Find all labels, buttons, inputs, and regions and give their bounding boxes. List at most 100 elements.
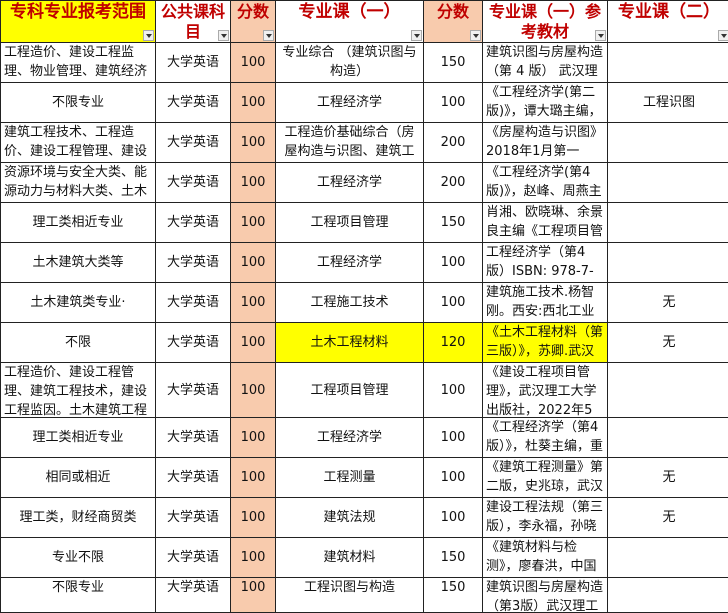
textbook-cell[interactable]: 《工程经济学(第4版)》，赵峰、周燕主编，武汉理工大学: [483, 163, 608, 203]
textbook-cell[interactable]: 《工程经济学（第4版）》，杜葵主编，重庆大学出版社: [483, 418, 608, 458]
course-2-cell[interactable]: 工程识图: [608, 83, 728, 123]
filter-dropdown-icon[interactable]: [263, 30, 274, 41]
scope-cell[interactable]: 工程造价、建设工程管理、建筑工程技术，建设工程监因。土木建筑工程: [1, 363, 156, 418]
scope-cell[interactable]: 资源环境与安全大类、能源动力与材料大类、土木建筑大类、水利大类、轻: [1, 163, 156, 203]
score-1-cell[interactable]: 100: [231, 498, 276, 538]
score-1-cell[interactable]: 100: [231, 203, 276, 243]
scope-cell[interactable]: 建筑工程技术、工程造价、建设工程管理、建设经济信息化管理、建设工程: [1, 123, 156, 163]
score-1-cell[interactable]: 100: [231, 418, 276, 458]
course-2-cell[interactable]: 无: [608, 458, 728, 498]
score-2-cell[interactable]: 200: [424, 123, 483, 163]
filter-dropdown-icon[interactable]: [470, 30, 481, 41]
course-1-cell[interactable]: 土木工程材料: [276, 323, 424, 363]
course-2-cell[interactable]: [608, 578, 728, 613]
course-2-cell[interactable]: [608, 363, 728, 418]
scope-cell[interactable]: 理工类，财经商贸类: [1, 498, 156, 538]
course-2-cell[interactable]: 无: [608, 323, 728, 363]
public-course-cell[interactable]: 大学英语: [156, 163, 231, 203]
course-1-cell[interactable]: 工程施工技术: [276, 283, 424, 323]
score-1-cell[interactable]: 100: [231, 458, 276, 498]
scope-cell[interactable]: 土木建筑大类等: [1, 243, 156, 283]
course-1-cell[interactable]: 工程项目管理: [276, 363, 424, 418]
course-1-cell[interactable]: 工程造价基础综合（房屋构造与识图、建筑工程制图与识图）: [276, 123, 424, 163]
textbook-cell[interactable]: 肖湘、欧晓琳、余景良主编《工程项目管理》，哈尔滨工程: [483, 203, 608, 243]
textbook-cell[interactable]: 《工程经济学(第二版)》，谭大璐主编，武汉理工大学出: [483, 83, 608, 123]
textbook-cell[interactable]: 《建筑材料与检测》，廖春洪，中国建筑工业出版: [483, 538, 608, 578]
course-1-cell[interactable]: 建筑材料: [276, 538, 424, 578]
textbook-cell[interactable]: 《建设工程项目管理》，武汉理工大学出版社，2022年5月主编：赵同，张学琴: [483, 363, 608, 418]
filter-dropdown-icon[interactable]: [411, 30, 422, 41]
course-1-cell[interactable]: 工程经济学: [276, 163, 424, 203]
public-course-cell[interactable]: 大学英语: [156, 498, 231, 538]
score-2-cell[interactable]: 150: [424, 538, 483, 578]
score-1-cell[interactable]: 100: [231, 163, 276, 203]
scope-cell[interactable]: 不限专业: [1, 83, 156, 123]
score-1-cell[interactable]: 100: [231, 323, 276, 363]
course-1-cell[interactable]: 工程项目管理: [276, 203, 424, 243]
course-2-cell[interactable]: [608, 203, 728, 243]
public-course-cell[interactable]: 大学英语: [156, 83, 231, 123]
course-1-cell[interactable]: 工程经济学: [276, 243, 424, 283]
score-1-cell[interactable]: 100: [231, 123, 276, 163]
score-2-cell[interactable]: 100: [424, 243, 483, 283]
textbook-cell[interactable]: 《建筑工程测量》第二版，史兆琼，武汉理工大学出版社: [483, 458, 608, 498]
scope-cell[interactable]: 工程造价、建设工程监理、物业管理、建筑经济管理、建设工程管理、房地: [1, 43, 156, 83]
public-course-cell[interactable]: 大学英语: [156, 578, 231, 613]
textbook-cell[interactable]: 建筑识图与房屋构造（第 4 版） 武汉理工大学出版社 张小: [483, 43, 608, 83]
course-2-cell[interactable]: 无: [608, 498, 728, 538]
course-1-cell[interactable]: 工程测量: [276, 458, 424, 498]
header-score-2[interactable]: 分数: [424, 1, 483, 43]
textbook-cell[interactable]: 建设工程法规（第三版），李永福，孙晓冰，中国建筑工业出: [483, 498, 608, 538]
score-1-cell[interactable]: 100: [231, 43, 276, 83]
course-2-cell[interactable]: [608, 418, 728, 458]
scope-cell[interactable]: 不限: [1, 323, 156, 363]
course-1-cell[interactable]: 工程经济学: [276, 83, 424, 123]
score-1-cell[interactable]: 100: [231, 363, 276, 418]
filter-dropdown-icon[interactable]: [143, 30, 154, 41]
scope-cell[interactable]: 专业不限: [1, 538, 156, 578]
header-course-2[interactable]: 专业课（二）: [608, 1, 728, 43]
score-2-cell[interactable]: 100: [424, 363, 483, 418]
header-scope[interactable]: 专科专业报考范围: [1, 1, 156, 43]
public-course-cell[interactable]: 大学英语: [156, 203, 231, 243]
public-course-cell[interactable]: 大学英语: [156, 418, 231, 458]
public-course-cell[interactable]: 大学英语: [156, 363, 231, 418]
filter-dropdown-icon[interactable]: [218, 30, 229, 41]
score-2-cell[interactable]: 120: [424, 323, 483, 363]
score-2-cell[interactable]: 150: [424, 203, 483, 243]
course-1-cell[interactable]: 工程识图与构造: [276, 578, 424, 613]
textbook-cell[interactable]: 建筑识图与房屋构造（第3版）武汉理工大学出版社: [483, 578, 608, 613]
score-1-cell[interactable]: 100: [231, 283, 276, 323]
score-1-cell[interactable]: 100: [231, 243, 276, 283]
public-course-cell[interactable]: 大学英语: [156, 123, 231, 163]
scope-cell[interactable]: 相同或相近: [1, 458, 156, 498]
textbook-cell[interactable]: 工程经济学（第4版）ISBN: 978-7-5629-6194-1作者:: [483, 243, 608, 283]
public-course-cell[interactable]: 大学英语: [156, 43, 231, 83]
textbook-cell[interactable]: 建筑施工技术.杨智刚。西安:西北工业大学出版社，2020: [483, 283, 608, 323]
course-1-cell[interactable]: 建筑法规: [276, 498, 424, 538]
filter-dropdown-icon[interactable]: [595, 30, 606, 41]
score-2-cell[interactable]: 100: [424, 458, 483, 498]
score-1-cell[interactable]: 100: [231, 83, 276, 123]
score-2-cell[interactable]: 200: [424, 163, 483, 203]
public-course-cell[interactable]: 大学英语: [156, 538, 231, 578]
score-2-cell[interactable]: 100: [424, 418, 483, 458]
score-2-cell[interactable]: 100: [424, 283, 483, 323]
scope-cell[interactable]: 理工类相近专业: [1, 418, 156, 458]
course-2-cell[interactable]: [608, 243, 728, 283]
scope-cell[interactable]: 理工类相近专业: [1, 203, 156, 243]
score-2-cell[interactable]: 150: [424, 578, 483, 613]
course-2-cell[interactable]: [608, 163, 728, 203]
course-2-cell[interactable]: 无: [608, 283, 728, 323]
textbook-cell[interactable]: 《房屋构造与识图》2018年1月第一版，于小敏主编，哈尔滨: [483, 123, 608, 163]
header-course-1[interactable]: 专业课（一）: [276, 1, 424, 43]
course-1-cell[interactable]: 专业综合 （建筑识图与构造）: [276, 43, 424, 83]
score-1-cell[interactable]: 100: [231, 578, 276, 613]
scope-cell[interactable]: 不限专业: [1, 578, 156, 613]
course-2-cell[interactable]: [608, 123, 728, 163]
course-2-cell[interactable]: [608, 538, 728, 578]
header-score-1[interactable]: 分数: [231, 1, 276, 43]
textbook-cell[interactable]: 《土木工程材料（第三版）》，苏卿.武汉理工大学出版社: [483, 323, 608, 363]
score-1-cell[interactable]: 100: [231, 538, 276, 578]
score-2-cell[interactable]: 150: [424, 43, 483, 83]
